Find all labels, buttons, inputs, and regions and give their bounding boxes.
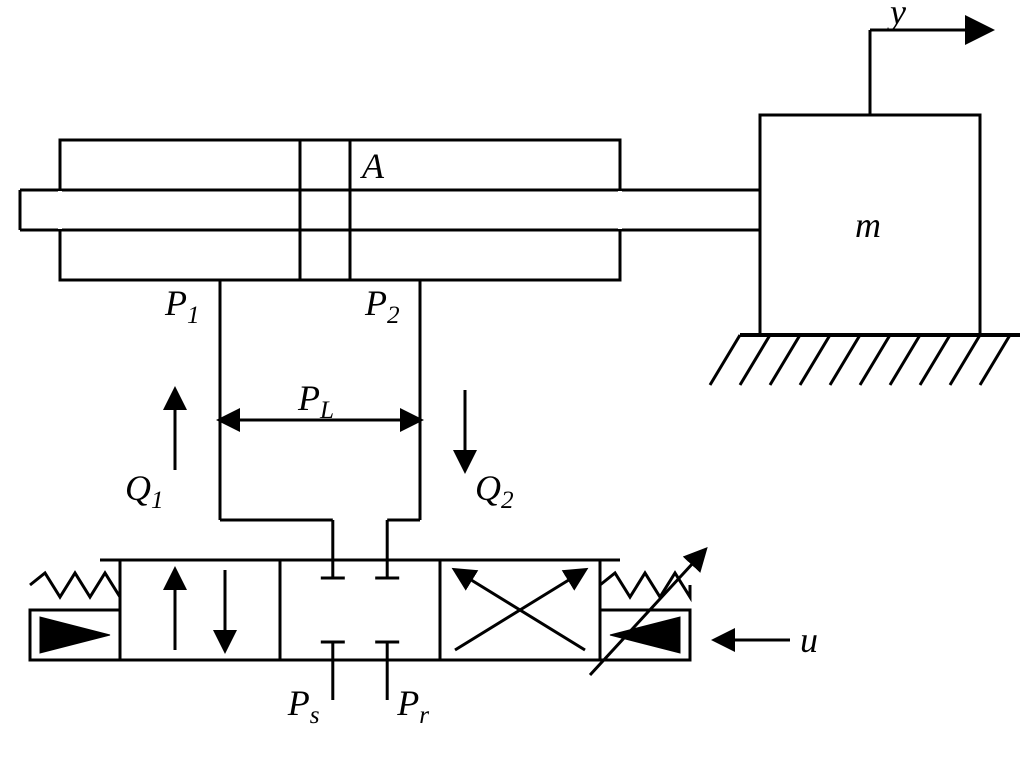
hydraulic-servo-diagram: m y A P1 P2 PL Q1 Q2 Ps Pr u: [0, 0, 1029, 760]
label-P2: P2: [364, 283, 400, 329]
label-PL: PL: [297, 378, 334, 424]
label-m: m: [855, 205, 881, 245]
label-Q2: Q2: [475, 468, 514, 514]
label-Ps: Ps: [287, 683, 320, 729]
valve-body: [120, 560, 600, 660]
variable-arrow: [590, 550, 705, 675]
label-P1: P1: [164, 283, 200, 329]
label-u: u: [800, 620, 818, 660]
label-Pr: Pr: [396, 683, 429, 729]
label-Q1: Q1: [125, 468, 164, 514]
piston: [300, 140, 350, 280]
label-y: y: [887, 0, 906, 32]
label-A: A: [360, 146, 385, 186]
